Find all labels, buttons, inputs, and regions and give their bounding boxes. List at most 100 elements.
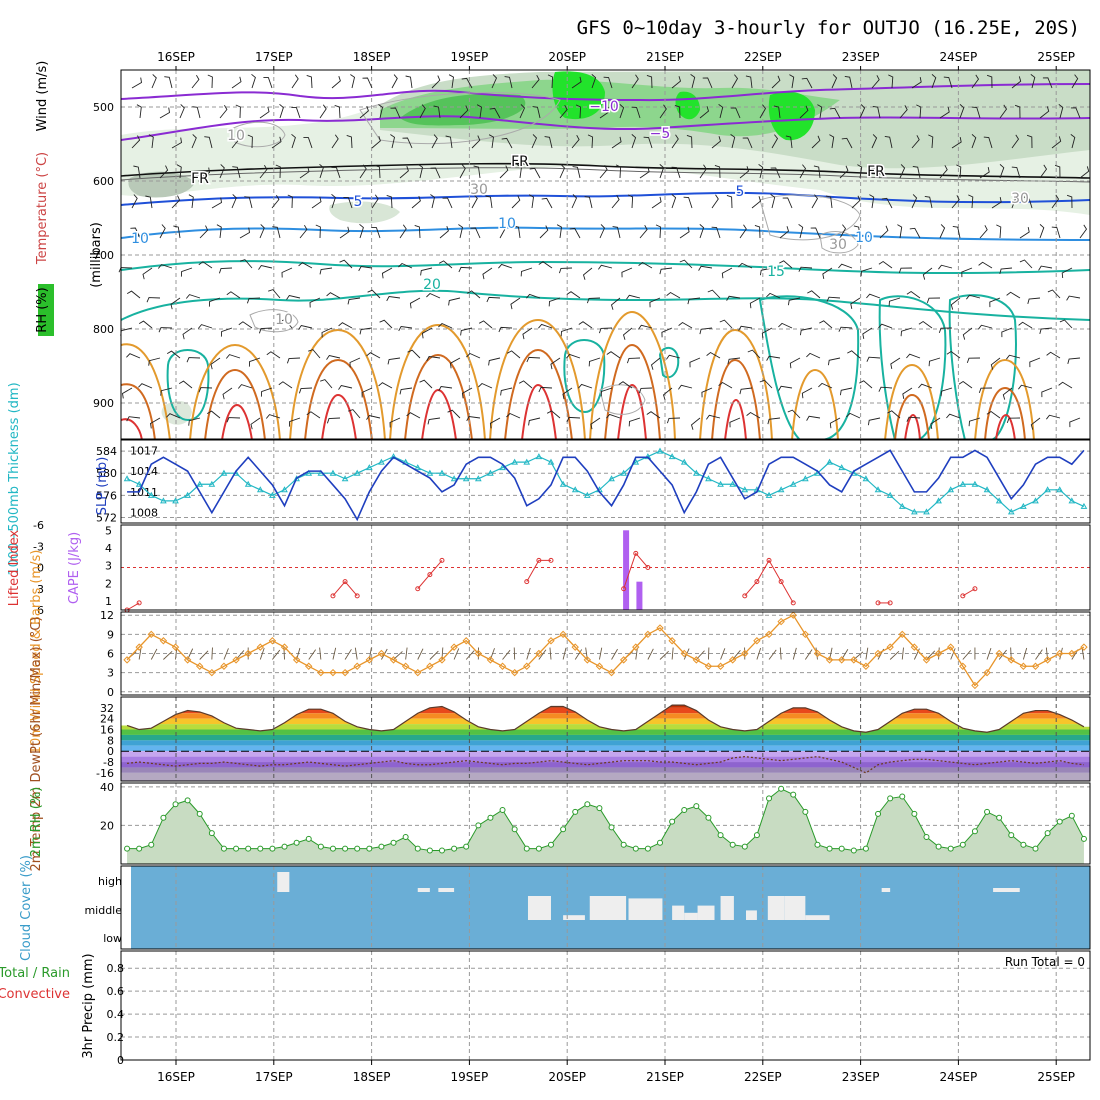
contour-label: 10 bbox=[227, 128, 245, 144]
wind-barb bbox=[626, 357, 641, 364]
wind-barb bbox=[978, 261, 993, 269]
wind-speed-marker bbox=[389, 656, 398, 664]
wind-barb bbox=[1058, 104, 1064, 119]
wind-barb bbox=[148, 357, 161, 366]
cloud-axis-label: Cloud Cover (%) bbox=[19, 855, 34, 961]
wind-barb bbox=[699, 164, 707, 179]
wind-barb bbox=[311, 196, 322, 209]
wind-barb bbox=[266, 351, 281, 359]
wind-barb bbox=[531, 134, 538, 149]
wind-barb bbox=[924, 195, 933, 209]
middle-cloud-bar bbox=[684, 912, 698, 920]
wind-barb bbox=[721, 267, 733, 279]
lifted-index-marker bbox=[439, 557, 445, 563]
wind-barb bbox=[146, 297, 161, 303]
wind-barb bbox=[678, 321, 693, 329]
wind-barb bbox=[516, 164, 522, 179]
wind-barb bbox=[679, 259, 693, 269]
rh-marker bbox=[669, 818, 676, 825]
wind-barb bbox=[178, 380, 193, 389]
wind-barb bbox=[699, 106, 710, 119]
contour-label: 10 bbox=[275, 312, 293, 328]
wind-barb bbox=[951, 195, 960, 209]
wind-barb bbox=[522, 327, 533, 340]
wind-barb bbox=[971, 74, 980, 89]
thickness-frame bbox=[120, 439, 1091, 524]
thickness-marker bbox=[1020, 502, 1027, 509]
wind-barb-10m bbox=[138, 647, 142, 660]
wind-speed-marker bbox=[583, 656, 592, 664]
lifted-index-line bbox=[332, 580, 358, 597]
thickness-marker bbox=[789, 480, 797, 487]
dewpoint-line bbox=[126, 756, 1085, 774]
wind-barb bbox=[448, 74, 454, 89]
wind-speed-marker bbox=[619, 656, 628, 664]
wind-barb bbox=[210, 357, 221, 370]
wind-barb bbox=[646, 411, 661, 419]
wind-barb bbox=[1070, 107, 1081, 119]
contour-label: −5 bbox=[650, 126, 671, 142]
wind-barb bbox=[544, 136, 553, 149]
wind-barb bbox=[158, 327, 173, 333]
wind-speed-marker bbox=[789, 611, 797, 619]
wind-barb bbox=[191, 134, 197, 149]
wind-barb bbox=[402, 137, 413, 149]
rh-marker bbox=[172, 801, 179, 808]
wind-barb bbox=[320, 379, 333, 389]
wind-barb bbox=[938, 264, 953, 270]
rh-marker bbox=[1044, 830, 1051, 837]
wind-barb bbox=[749, 297, 761, 309]
thickness-marker bbox=[1044, 486, 1051, 493]
wind-speed-marker bbox=[1056, 649, 1064, 658]
wind-barb bbox=[258, 327, 273, 334]
wind-barb bbox=[348, 409, 361, 419]
wind-barb bbox=[538, 386, 553, 393]
lifted-index-marker bbox=[415, 586, 421, 592]
wind-barb bbox=[909, 227, 921, 239]
y-tick-label: 24 bbox=[100, 713, 114, 726]
thickness-marker bbox=[123, 475, 131, 482]
thickness-marker bbox=[583, 491, 591, 498]
thickness-marker bbox=[220, 469, 228, 476]
wind-barb bbox=[785, 135, 793, 149]
wind-barb bbox=[427, 417, 441, 425]
wind-barb bbox=[371, 194, 379, 209]
wind-barb bbox=[1051, 194, 1060, 209]
wind-barb bbox=[878, 323, 893, 329]
wind-barb bbox=[420, 267, 433, 276]
thickness-marker bbox=[353, 469, 361, 476]
top-date-axis: 16SEP 17SEP 18SEP 19SEP 20SEP 21SEP 22SEP 23SEP… bbox=[157, 50, 1075, 70]
wind-barb bbox=[1039, 164, 1048, 179]
rh-marker bbox=[875, 810, 882, 817]
wind-speed-marker bbox=[268, 637, 277, 645]
wind-barb bbox=[1079, 166, 1090, 179]
wind-barb bbox=[878, 260, 893, 269]
wind-barb bbox=[649, 297, 661, 308]
rh-marker bbox=[826, 845, 833, 852]
wind-speed-marker bbox=[365, 656, 374, 664]
wind-barb bbox=[928, 134, 934, 149]
rh-marker bbox=[1080, 835, 1087, 842]
rh-marker bbox=[269, 845, 276, 852]
rh-marker bbox=[778, 785, 785, 792]
wind-barb bbox=[966, 294, 981, 300]
wind-barb-10m bbox=[913, 648, 920, 660]
wind-barb bbox=[138, 320, 153, 329]
thickness-marker bbox=[571, 486, 579, 493]
wind-speed-marker bbox=[510, 668, 519, 677]
y-tick-label: 6 bbox=[37, 604, 44, 617]
wind-speed-marker bbox=[559, 630, 567, 639]
wind-speed-marker bbox=[414, 668, 422, 677]
lifted-index-marker bbox=[633, 550, 639, 556]
wind-barb bbox=[819, 320, 833, 329]
wind-barb bbox=[999, 104, 1008, 119]
wind-barb bbox=[962, 327, 973, 340]
wind-speed-marker bbox=[305, 662, 313, 670]
wind-barb bbox=[946, 350, 961, 359]
date-label-top: 16SEP bbox=[157, 50, 195, 64]
thickness-marker bbox=[995, 497, 1003, 504]
wind-speed-marker bbox=[183, 656, 192, 664]
wind-barb bbox=[259, 106, 270, 119]
wind-barb bbox=[1079, 224, 1088, 239]
